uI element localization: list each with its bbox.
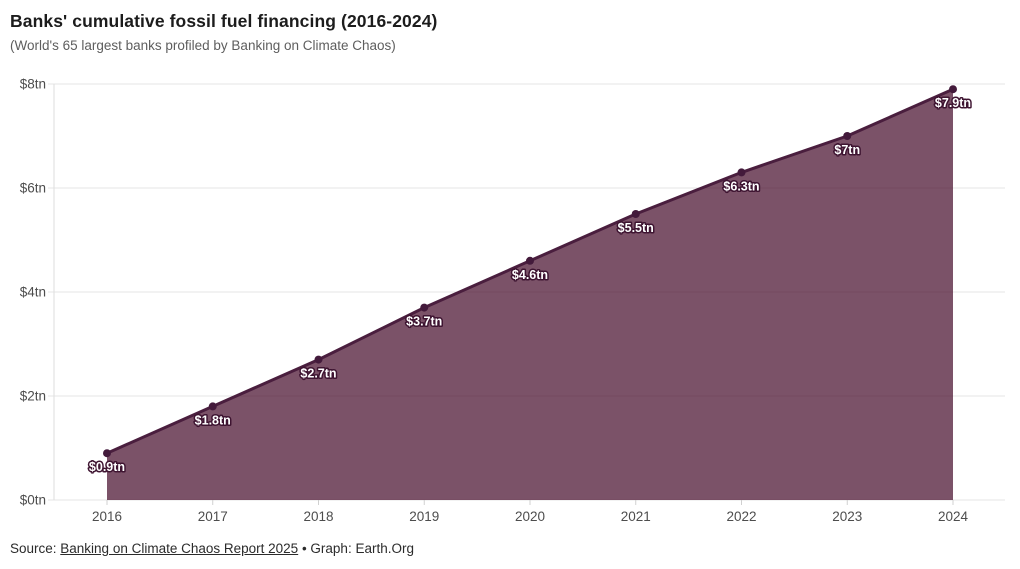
x-tick-label: 2020 [515, 509, 545, 524]
point-label-2023: $7tn [834, 143, 860, 157]
source-line: Source: Banking on Climate Chaos Report … [10, 541, 414, 556]
data-point-2022[interactable] [737, 168, 746, 177]
chart-subtitle: (World's 65 largest banks profiled by Ba… [10, 38, 396, 53]
y-axis-labels: $0tn $2tn $4tn $6tn $8tn [20, 77, 46, 508]
data-point-2020[interactable] [526, 256, 534, 265]
x-axis-labels: 2016 2017 2018 2019 2020 2021 2022 2023 2024 [92, 509, 969, 524]
data-point-2023[interactable] [843, 132, 852, 140]
source-link[interactable]: Banking on Climate Chaos Report 2025 [60, 541, 299, 556]
point-label-2022: $6.3tn [723, 179, 759, 193]
point-label-2021: $5.5tn [618, 221, 654, 235]
y-tick-label: $8tn [20, 77, 46, 92]
point-label-2020: $4.6tn [512, 268, 548, 282]
x-tick-label: 2016 [92, 509, 122, 524]
data-point-2018[interactable] [314, 355, 323, 364]
footer-separator: • [298, 541, 311, 556]
y-tick-label: $6tn [20, 181, 46, 196]
point-label-2018: $2.7tn [300, 367, 336, 381]
data-point-2021[interactable] [631, 210, 640, 218]
x-tick-label: 2019 [409, 509, 439, 524]
x-tick-label: 2021 [621, 509, 651, 524]
point-label-2017: $1.8tn [195, 413, 231, 427]
data-point-labels: $0.9tn $1.8tn $2.7tn $3.7tn $4.6tn $5.5tn $6.3… [87, 95, 972, 476]
data-points [103, 85, 957, 458]
source-prefix: Source: [10, 541, 61, 556]
data-point-2019[interactable] [420, 303, 429, 312]
x-tick-label: 2017 [198, 509, 228, 524]
graph-credit: Graph: Earth.Org [310, 541, 414, 556]
x-tick-label: 2024 [938, 509, 969, 524]
y-tick-label: $0tn [20, 493, 46, 508]
chart-header: Banks' cumulative fossil fuel financing … [10, 11, 437, 53]
data-point-2024[interactable] [949, 85, 957, 94]
point-label-2016: $0.9tn [89, 460, 125, 474]
data-point-2017[interactable] [208, 402, 217, 411]
chart-title: Banks' cumulative fossil fuel financing … [10, 11, 438, 31]
x-axis-ticks [106, 500, 954, 505]
x-tick-label: 2018 [303, 509, 333, 524]
y-tick-label: $4tn [20, 285, 46, 300]
x-tick-label: 2023 [832, 509, 862, 524]
point-label-2019: $3.7tn [406, 315, 442, 329]
x-tick-label: 2022 [726, 509, 756, 524]
y-tick-label: $2tn [20, 389, 46, 404]
area-fill [107, 89, 953, 500]
data-point-2016[interactable] [103, 449, 111, 458]
point-label-2024: $7.9tn [935, 96, 971, 110]
